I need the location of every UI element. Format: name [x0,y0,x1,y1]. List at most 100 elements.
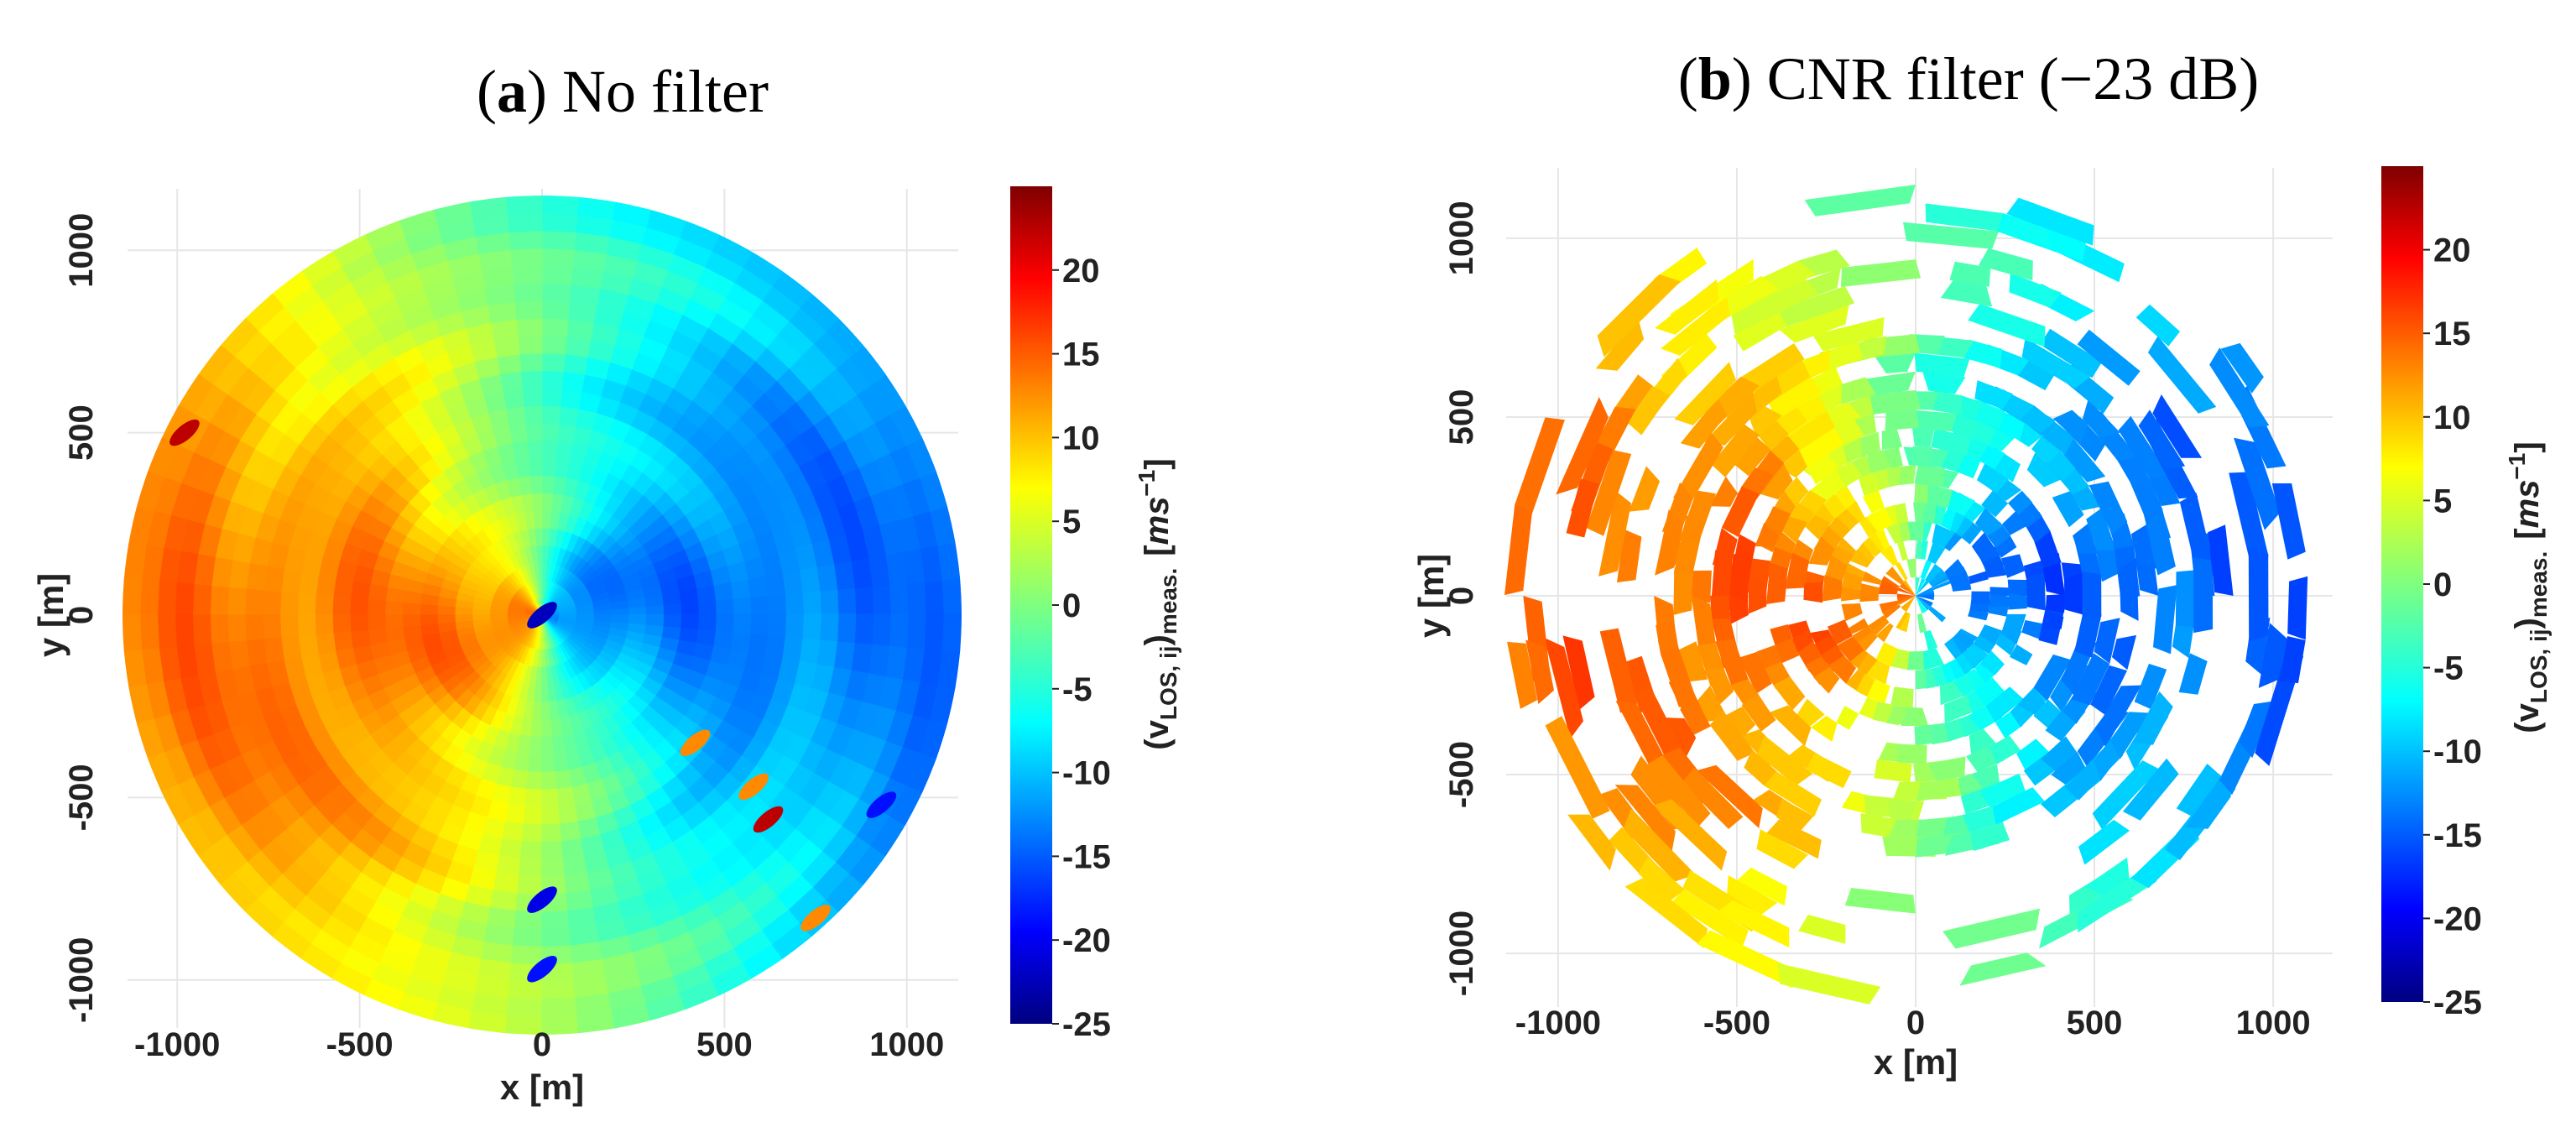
cell-b-11-16 [1840,377,1876,404]
cell-b-5-17 [1862,489,1885,514]
cell-a-23-17 [540,196,580,216]
cell-a-13-52 [498,838,524,860]
cell-a-18-36 [209,614,230,646]
cell-a-11-0 [733,595,753,616]
hotspot-a-8 [527,602,557,629]
cell-a-13-16 [561,370,586,392]
cell-b-15-1 [2179,493,2214,563]
cell-b-1-37 [1895,611,1910,632]
x-axis-label-a: x [m] [500,1067,584,1107]
cell-a-18-71 [854,613,875,645]
cell-b-6-17 [1858,472,1882,497]
cell-a-20-17 [540,247,575,268]
cell-a-19-36 [191,614,212,648]
cell-a-3-71 [593,614,613,622]
cell-a-10-53 [524,788,544,808]
cb-a-units: ms [1139,497,1176,545]
cell-a-22-54 [541,997,579,1018]
cell-b-8-35 [1796,698,1825,727]
cell-a-14-53 [519,858,544,879]
cb-a-mid: ) [1139,634,1176,645]
cell-b-10-51 [2071,653,2110,706]
cell-b-1-49 [1928,606,1947,623]
cell-b-11-3 [2088,481,2128,535]
cell-a-14-17 [540,352,566,373]
cell-b-3-43 [1923,648,1945,671]
cell-b-9-4 [2052,491,2084,528]
cell-b-14-4 [2118,415,2168,480]
cell-b-18-50 [2176,764,2222,817]
cell-b-1-4 [1931,575,1950,588]
hotspot-a-7 [169,419,200,446]
cell-a-16-18 [514,317,543,337]
cell-a-10-17 [540,422,560,442]
cell-b-4-24 [1823,555,1848,582]
cell-b-20-54 [2279,636,2306,684]
panel-b: (b) CNR filter (−23 dB) -1000 -500 0 500 100… [1411,45,2552,1082]
cell-b-17-17 [1731,278,1818,335]
cell-b-16-31 [1615,701,1666,780]
cell-a-21-18 [507,230,543,250]
cell-b-5-27 [1803,582,1823,603]
cell-b-8-13 [1911,427,1935,447]
cell-b-15-55 [2193,557,2214,634]
cell-b-14-37 [1766,819,1822,859]
cb-a-open: [ [1139,545,1176,556]
cell-b-12-14 [1875,352,1916,373]
colorbar-b [2381,166,2423,1002]
cell-b-7-43 [1931,723,1950,745]
cell-b-2-28 [1859,595,1879,603]
cell-b-0-35 [1902,596,1916,613]
cell-b-20-21 [1595,318,1645,371]
cell-b-5-47 [1967,668,1989,691]
cell-b-11-23 [1709,476,1738,507]
cell-a-13-71 [768,613,788,638]
hotspot-a-6 [527,956,557,983]
cell-b-16-7 [2077,329,2141,386]
cell-b-0-9 [1916,578,1926,596]
colorbar-label-b: (vLOS, ij)meas. [ms−1] [2504,441,2552,733]
cell-b-8-19 [1806,453,1839,485]
cell-a-11-18 [522,404,543,425]
cell-b-0-54 [1916,594,1935,600]
cell-b-1-14 [1906,558,1916,578]
cell-b-7-31 [1774,638,1800,664]
cell-b-21-26 [1504,504,1532,596]
cell-b-21-29 [1507,641,1538,709]
y-tick-label-1: -500 [1443,741,1480,808]
cell-b-9-28 [1729,596,1749,624]
colorbar-tick-label-2: 10 [1062,420,1100,457]
cell-b-5-6 [1974,508,2004,536]
cell-b-5-11 [1921,483,1953,509]
cell-a-9-36 [367,614,386,632]
cell-a-22-71 [924,613,945,651]
cell-a-8-17 [540,457,556,477]
cell-b-18-39 [1798,914,1846,944]
colorbar-label-a: (vLOS, ij)meas. [ms−1] [1134,458,1181,749]
cell-b-11-55 [2119,557,2139,621]
cell-b-4-48 [1963,643,1989,670]
cell-b-13-32 [1680,699,1711,735]
cell-a-17-54 [541,911,571,931]
cell-a-15-18 [516,335,543,355]
cell-a-11-17 [540,404,561,425]
cell-b-16-12 [1940,280,1993,307]
x-ticks-a: -1000 -500 0 500 1000 [134,1026,944,1063]
cell-b-20-31 [1545,716,1610,819]
cell-b-9-49 [2033,699,2062,728]
colorbar-tick-label-6: -10 [2433,733,2482,770]
cell-a-13-53 [519,841,544,861]
cell-b-20-35 [1638,857,1685,902]
cell-b-13-54 [2153,585,2177,655]
cb-b-main: (v [2509,702,2546,733]
cb-b-mid: ) [2509,618,2546,629]
cell-b-10-18 [1781,410,1836,455]
x-tick-label-0: -1000 [134,1026,220,1063]
cb-b-units: ms [2509,480,2546,529]
cell-a-13-0 [768,592,788,616]
cb-b-open: [ [2509,528,2546,539]
cell-b-11-10 [1974,380,2013,410]
cell-b-11-53 [2111,634,2137,671]
cell-b-13-22 [1672,432,1723,502]
cell-b-19-37 [1717,900,1790,948]
